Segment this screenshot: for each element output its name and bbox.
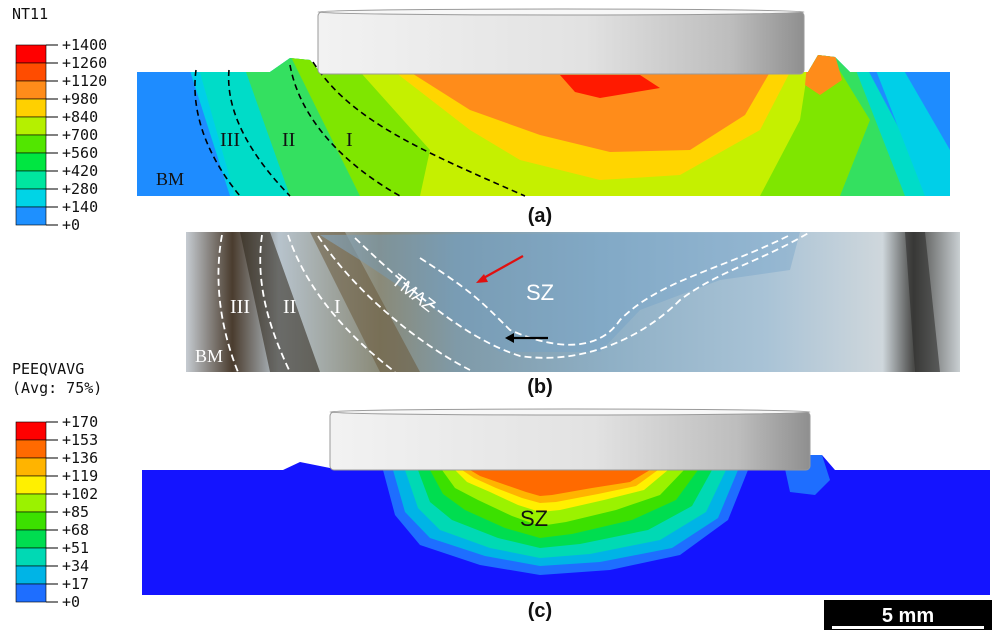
legend-temperature: NT11 +1400+1260+1120+980+840+700+560+420… xyxy=(12,5,107,234)
legend-a-value: +0 xyxy=(62,216,80,234)
legend-a-value: +1400 xyxy=(62,36,107,54)
legend-c-swatch xyxy=(15,565,47,585)
legend-a-value: +1260 xyxy=(62,54,107,72)
boundary-iii-ii xyxy=(227,69,291,197)
legend-a-swatch xyxy=(15,170,47,190)
legend-a-value: +420 xyxy=(62,162,98,180)
zone-label-ii-a: II xyxy=(282,129,295,151)
legend-a-swatch xyxy=(15,188,47,208)
legend-a-value: +1120 xyxy=(62,72,107,90)
legend-a-swatch xyxy=(15,80,47,100)
black-arrow-head xyxy=(505,333,514,343)
legend-a-value: +280 xyxy=(62,180,98,198)
legend-c-swatch xyxy=(15,439,47,459)
legend-c-value: +0 xyxy=(62,593,80,611)
legend-a-swatch xyxy=(15,152,47,172)
legend-c-swatch xyxy=(15,475,47,495)
zone-label-i-a: I xyxy=(346,129,353,151)
caption-b: (b) xyxy=(527,376,553,398)
legend-a-swatch xyxy=(15,134,47,154)
zone-boundaries-a xyxy=(194,61,526,197)
zone-label-bm-b: BM xyxy=(195,346,223,366)
micrograph-background xyxy=(186,232,960,372)
panel-a-temperature-map: III II I BM (a) xyxy=(137,8,950,227)
legend-c-title: PEEQVAVG xyxy=(12,360,84,378)
zone-orange-right xyxy=(805,55,842,95)
legend-a-value: +560 xyxy=(62,144,98,162)
legend-c-value: +85 xyxy=(62,503,89,521)
legend-c-swatch xyxy=(15,583,47,603)
zone-label-i-b: I xyxy=(334,296,341,318)
panel-c-strain-map: SZ (c) xyxy=(142,408,990,622)
legend-a-swatch xyxy=(15,98,47,118)
zone-cyan-right xyxy=(870,55,950,196)
tool-shoulder-a xyxy=(317,8,805,75)
caption-c: (c) xyxy=(528,600,552,622)
micrograph-bands xyxy=(240,232,940,372)
legend-a-swatch xyxy=(15,44,47,64)
legend-c-value: +119 xyxy=(62,467,98,485)
legend-a-title: NT11 xyxy=(12,5,48,23)
legend-a-value: +980 xyxy=(62,90,98,108)
zone-label-iii-b: III xyxy=(230,296,250,318)
legend-c-value: +34 xyxy=(62,557,89,575)
legend-a-swatch xyxy=(15,62,47,82)
zone-orange xyxy=(410,72,770,152)
legend-c-swatch xyxy=(15,493,47,513)
legend-c-swatch xyxy=(15,547,47,567)
zone-boundaries-b xyxy=(217,231,811,373)
legend-strain: PEEQVAVG (Avg: 75%) +170+153+136+119+102… xyxy=(12,360,102,611)
zone-label-ii-b: II xyxy=(283,296,296,318)
legend-c-swatch xyxy=(15,421,47,441)
legend-a-value: +140 xyxy=(62,198,98,216)
legend-c-value: +153 xyxy=(62,431,98,449)
zone-label-sz-b: SZ xyxy=(526,280,554,305)
scale-bar: 5 mm xyxy=(824,600,992,630)
legend-a-value: +840 xyxy=(62,108,98,126)
legend-c-value: +68 xyxy=(62,521,89,539)
legend-a-swatch xyxy=(15,206,47,226)
red-arrow-head xyxy=(476,274,488,283)
legend-c-value: +136 xyxy=(62,449,98,467)
legend-c-swatch xyxy=(15,529,47,549)
zone-red xyxy=(560,75,660,98)
legend-c-swatch xyxy=(15,511,47,531)
legend-a-value: +700 xyxy=(62,126,98,144)
legend-c-value: +51 xyxy=(62,539,89,557)
boundary-i-tmaz xyxy=(312,61,526,197)
tool-shoulder-c xyxy=(329,408,811,471)
legend-c-subtitle: (Avg: 75%) xyxy=(12,379,102,397)
boundary-ii-i xyxy=(289,64,401,197)
panel-b-micrograph: III II I TMAZ SZ BM (b) xyxy=(186,231,960,398)
legend-a-swatch xyxy=(15,116,47,136)
legend-c-value: +102 xyxy=(62,485,98,503)
legend-c-swatch xyxy=(15,457,47,477)
red-arrow xyxy=(479,255,524,281)
boundary-bm-iii xyxy=(194,69,241,197)
zone-label-sz-c: SZ xyxy=(520,506,548,531)
scale-bar-box xyxy=(824,600,992,630)
strain-zone-153 xyxy=(470,470,650,496)
legend-c-value: +17 xyxy=(62,575,89,593)
zone-label-bm-a: BM xyxy=(156,169,184,189)
zone-label-iii-a: III xyxy=(220,129,240,151)
legend-c-value: +170 xyxy=(62,413,98,431)
scale-bar-line xyxy=(832,626,984,629)
caption-a: (a) xyxy=(528,205,552,227)
scale-bar-label: 5 mm xyxy=(882,605,934,627)
